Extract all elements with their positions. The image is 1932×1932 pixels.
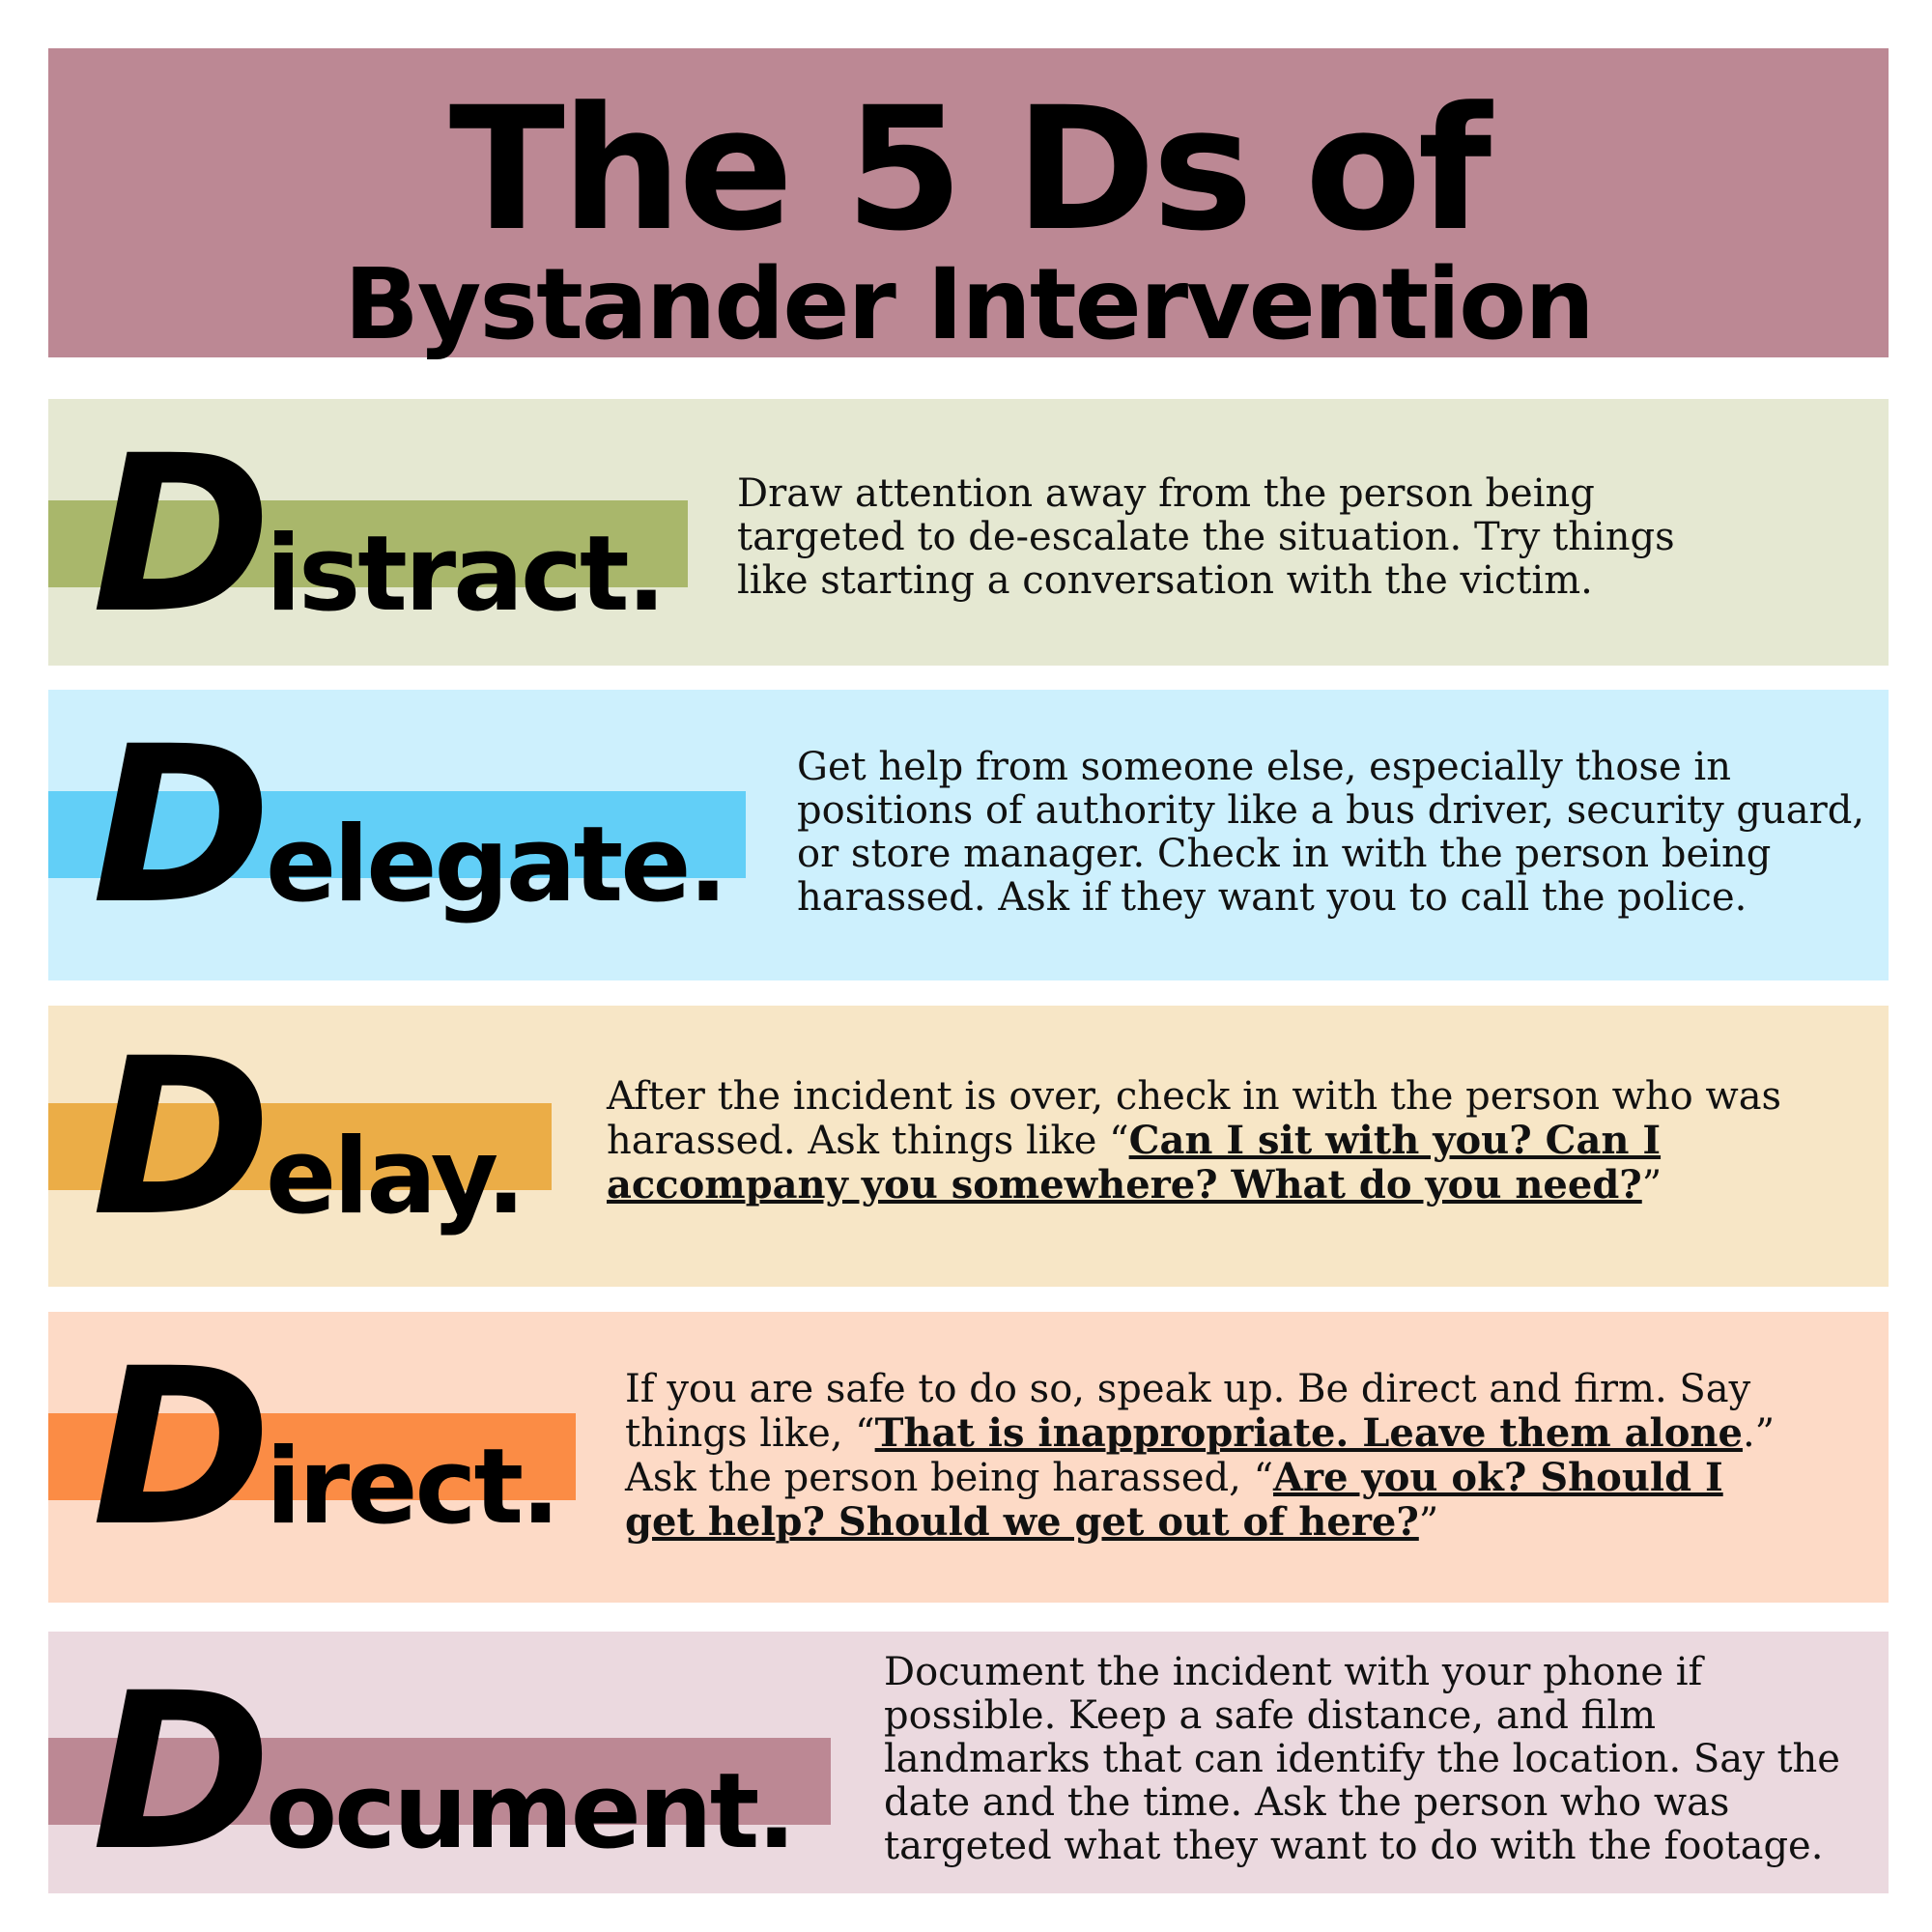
label-direct: Direct. [92,1321,560,1574]
label-letter-distract: D [92,409,271,661]
label-bar-document [48,1738,831,1825]
desc-delegate: Get help from someone else, especially t… [797,745,1865,920]
label-bar-delay [48,1103,552,1190]
label-rest-document: ocument. [265,1751,796,1872]
label-rest-delegate: elegate. [265,805,728,925]
label-bar-distract [48,500,688,587]
label-rest-delay: elay. [265,1117,526,1237]
label-bar-delegate [48,791,746,878]
title-banner: The 5 Ds of Bystander Intervention [48,48,1889,357]
panel-distract: Distract. Draw attention away from the p… [48,399,1889,666]
label-rest-direct: irect. [265,1427,560,1548]
desc-delay-quote: Can I sit with you? Can I accompany you … [607,1118,1662,1208]
label-letter-delegate: D [92,699,271,952]
panel-delegate: Delegate. Get help from someone else, es… [48,690,1889,980]
desc-direct-quote-1: That is inappropriate. Leave them alone [874,1410,1743,1456]
label-distract: Distract. [92,409,667,661]
label-bar-direct [48,1413,576,1500]
label-delay: Delay. [92,1011,526,1264]
page-subtitle: Bystander Intervention [344,247,1595,362]
desc-distract: Draw attention away from the person bein… [737,471,1675,603]
desc-direct: If you are safe to do so, speak up. Be d… [625,1368,1784,1545]
panel-direct: Direct. If you are safe to do so, speak … [48,1312,1889,1603]
desc-delay-close: ” [1641,1163,1662,1208]
desc-direct-text: If you are safe to do so, speak up. Be d… [625,1367,1751,1456]
desc-document: Document the incident with your phone if… [884,1650,1840,1868]
label-document: Document. [92,1646,796,1898]
desc-delay: After the incident is over, check in wit… [607,1075,1795,1208]
desc-direct-close: ” [1418,1500,1439,1545]
panel-document: Document. Document the incident with you… [48,1632,1889,1898]
page-title: The 5 Ds of [448,71,1492,269]
desc-delay-text: After the incident is over, check in wit… [607,1074,1782,1163]
desc-direct-quote-2: Are you ok? Should I get help? Should we… [625,1455,1723,1545]
label-letter-direct: D [92,1321,271,1574]
label-letter-delay: D [92,1011,271,1264]
label-rest-distract: istract. [265,514,667,635]
panel-delay: Delay. After the incident is over, check… [48,1006,1889,1287]
label-delegate: Delegate. [92,699,728,952]
label-letter-document: D [92,1646,271,1898]
desc-direct-middle: .” Ask the person being harassed, “ [625,1411,1776,1500]
